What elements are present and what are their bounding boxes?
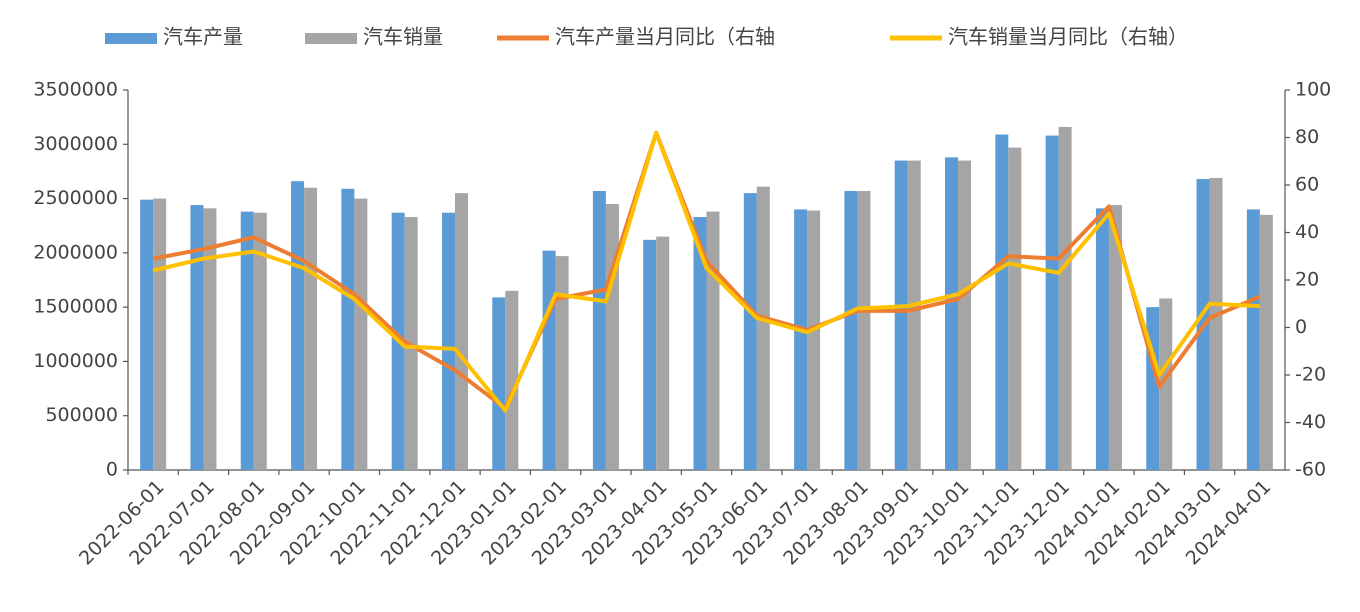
bar [907,160,921,471]
bar [706,211,720,470]
y2-tick-label: 0 [1295,316,1307,338]
y-tick-label: 3500000 [33,79,118,101]
y-tick-label: 3000000 [33,133,118,155]
y2-tick-label: 80 [1295,126,1319,148]
bar [844,190,858,470]
legend-key [105,33,157,44]
bar [492,297,506,470]
bar [1095,208,1109,471]
y-tick-label: 500000 [45,404,118,426]
bar [1146,307,1160,470]
bar [656,236,670,470]
y2-tick-label: -20 [1295,364,1326,386]
y2-tick-label: 20 [1295,269,1319,291]
bar [756,186,770,470]
y-tick-label: 1000000 [33,350,118,372]
bar [743,193,757,470]
bar [140,199,154,470]
bar [1159,298,1173,470]
bar [555,256,569,470]
bar [1259,214,1273,470]
bar [505,290,519,470]
bar [341,188,355,471]
bar [253,212,267,470]
bar [1209,177,1223,470]
bar [1058,126,1072,471]
bar [454,193,468,470]
y2-tick-label: -40 [1295,411,1326,433]
bar [190,205,204,471]
bar [995,134,1009,470]
bar [542,250,556,470]
bar [203,208,217,471]
line [152,130,1261,411]
bar [958,160,972,471]
legend-label: 汽车销量 [363,25,443,49]
y-tick-label: 2500000 [33,187,118,209]
bar [693,217,707,470]
bar [1008,147,1022,471]
bar [240,211,254,470]
bar [1045,135,1059,470]
bar [794,209,808,470]
bar [291,181,305,470]
line [152,130,1260,413]
bar [592,190,606,470]
bar [643,239,657,470]
bar [354,198,368,471]
bar [605,204,619,470]
y-tick-label: 1500000 [33,296,118,318]
bar [153,198,167,471]
y2-tick-label: 100 [1295,79,1331,101]
legend-label: 汽车产量当月同比（右轴 [555,25,775,49]
y2-tick-label: 60 [1295,174,1319,196]
bar [807,210,821,470]
bar [857,190,871,470]
bar [1108,205,1122,471]
y2-tick-label: 40 [1295,221,1319,243]
y-tick-label: 0 [106,459,118,481]
bar [441,212,455,470]
legend-label: 汽车销量当月同比（右轴） [948,25,1188,49]
legend-label: 汽车产量 [163,25,243,49]
y-tick-label: 2000000 [33,241,118,263]
bar [304,187,318,470]
y2-tick-label: -60 [1295,459,1326,481]
bar [894,160,908,471]
legend-key [305,33,357,44]
bar [1246,209,1260,470]
bar [945,157,959,471]
